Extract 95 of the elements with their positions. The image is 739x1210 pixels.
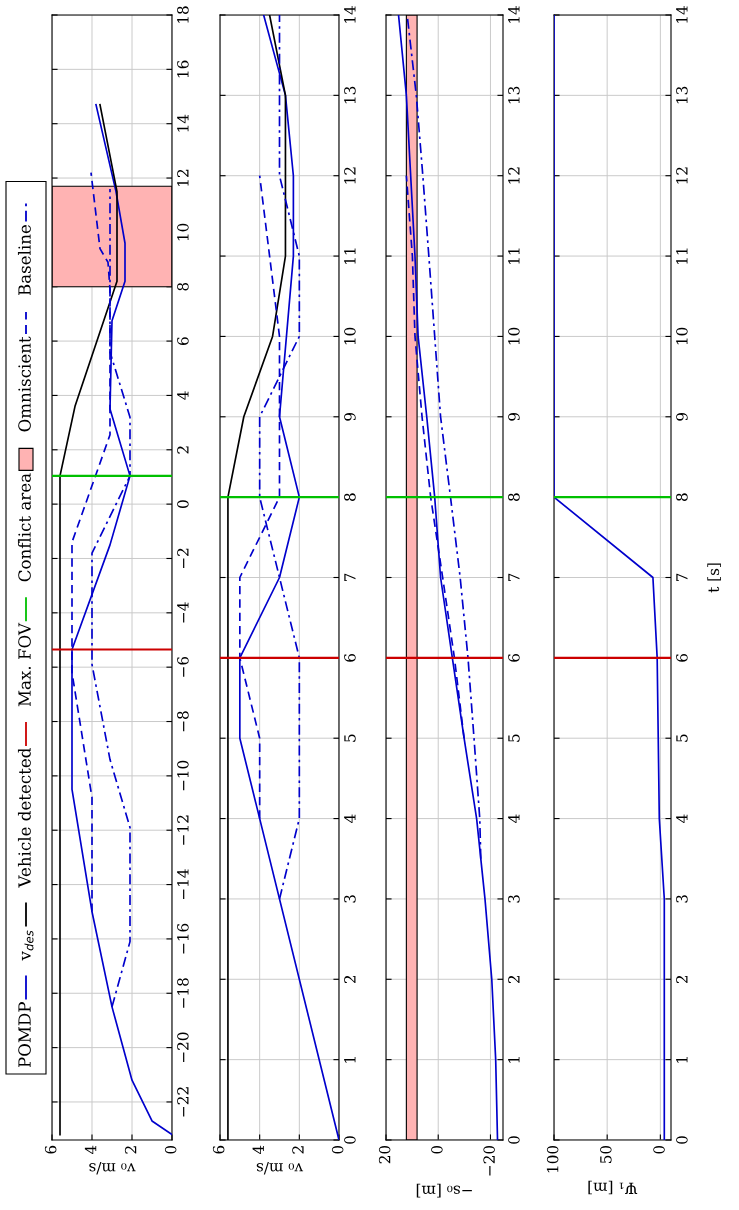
y-tick-label: 10 [344, 327, 356, 345]
x-tick-label: 0 [653, 1145, 665, 1154]
y-tick-label: 13 [676, 86, 688, 104]
x-tick-label: 2 [292, 1146, 304, 1154]
y-tick-label: 14 [344, 6, 356, 23]
y-tick-label: 14 [177, 114, 189, 132]
x-tick-label: 100 [546, 1145, 559, 1173]
y-tick-label: 6 [676, 653, 688, 662]
y-tick-label: 10 [177, 223, 189, 241]
y-tick-label: −18 [177, 978, 189, 1008]
x-tick-label: 0 [431, 1145, 443, 1154]
y-tick-label: 4 [177, 391, 189, 400]
y-tick-label: 8 [177, 282, 189, 291]
y-tick-label: 0 [508, 1136, 520, 1144]
x-tick-label: 0 [331, 1145, 344, 1154]
y-tick-label: 0 [344, 1136, 356, 1144]
y-tick-label: −4 [177, 602, 189, 623]
x-tick-label: 20 [378, 1145, 391, 1164]
x-tick-label: 0 [164, 1145, 177, 1154]
line-series [405, 174, 465, 740]
y-tick-label: −16 [177, 923, 189, 954]
legend-label: Baseline [17, 225, 31, 296]
y-tick-label: 14 [508, 6, 520, 23]
legend-label: Max. FOV [18, 622, 31, 707]
y-tick-label: 12 [177, 169, 189, 186]
x-tick-label: 4 [252, 1145, 264, 1155]
y-tick-label: 12 [676, 167, 688, 184]
y-tick-label: 6 [177, 337, 189, 345]
y-tick-label: 16 [177, 60, 189, 78]
y-tick-label: 18 [177, 6, 189, 23]
y-tick-label: 4 [676, 814, 688, 823]
y-tick-label: 13 [344, 86, 356, 104]
y-tick-label: 2 [177, 446, 189, 454]
y-tick-label: 13 [508, 86, 520, 104]
line-series [397, 15, 499, 1140]
line-series [71, 103, 172, 1136]
y-tick-label: 9 [676, 412, 688, 421]
x-tick-label: 6 [212, 1145, 225, 1154]
y-tick-label: 3 [676, 895, 688, 903]
y-axis-title: t [s] [707, 563, 721, 593]
y-tick-label: 6 [344, 653, 356, 662]
y-tick-label: 12 [508, 167, 520, 184]
y-tick-label: −14 [177, 869, 189, 900]
y-tick-label: 11 [344, 248, 356, 264]
y-tick-label: 4 [344, 814, 356, 823]
y-tick-label: −12 [177, 815, 189, 845]
y-tick-label: 8 [344, 493, 356, 501]
y-tick-label: 7 [508, 573, 520, 582]
y-tick-label: 14 [676, 6, 688, 23]
y-tick-label: 1 [508, 1056, 520, 1063]
y-tick-label: 7 [676, 573, 688, 582]
y-tick-label: −2 [177, 548, 189, 569]
y-tick-label: 2 [508, 975, 520, 984]
y-tick-label: 0 [177, 500, 189, 508]
y-tick-label: −6 [177, 656, 189, 677]
y-tick-label: −8 [177, 711, 189, 732]
y-tick-label: 4 [508, 814, 520, 823]
y-tick-label: 5 [676, 734, 688, 742]
legend-label: v$_{des}$ [21, 930, 34, 961]
y-tick-label: 8 [676, 493, 688, 501]
y-tick-label: 2 [344, 975, 356, 984]
x-tick-label: 50 [600, 1145, 612, 1163]
x-tick-label: −20 [483, 1145, 495, 1176]
y-tick-label: 1 [344, 1056, 356, 1063]
y-tick-label: 5 [344, 734, 356, 742]
x-tick-label: 2 [124, 1146, 137, 1154]
x-tick-label: 4 [84, 1145, 97, 1155]
y-tick-label: −22 [177, 1087, 189, 1117]
y-tick-label: 6 [508, 653, 520, 662]
y-tick-label: 1 [676, 1056, 688, 1063]
y-tick-label: 5 [508, 734, 520, 742]
y-tick-label: 0 [676, 1136, 688, 1144]
x-axis-title: −s₀ [m] [416, 1183, 472, 1198]
y-tick-label: 8 [508, 493, 520, 501]
y-tick-label: 12 [344, 167, 356, 184]
x-tick-label: 6 [44, 1145, 57, 1154]
y-tick-label: 2 [676, 975, 688, 984]
y-tick-label: 9 [508, 412, 520, 421]
x-axis-title: v₀ m/s [89, 1161, 136, 1175]
y-tick-label: 10 [508, 327, 520, 345]
y-tick-label: 3 [344, 895, 356, 903]
y-tick-label: 7 [344, 573, 356, 582]
y-tick-label: −10 [177, 760, 189, 791]
legend-label: Vehicle detected [17, 748, 31, 888]
y-tick-label: 9 [344, 412, 356, 421]
legend-label: POMDP [18, 1002, 31, 1068]
legend-label: Omniscient [18, 336, 31, 432]
x-axis-title: Ψ₁ [m] [588, 1180, 638, 1195]
y-tick-label: −20 [177, 1032, 189, 1063]
x-axis-title: v₀ m/s [256, 1161, 304, 1175]
y-tick-label: 11 [508, 248, 520, 264]
y-tick-label: 11 [676, 248, 688, 264]
y-tick-label: 3 [508, 895, 520, 903]
y-tick-label: 10 [676, 327, 688, 345]
legend-label: Conflict area [17, 473, 31, 582]
